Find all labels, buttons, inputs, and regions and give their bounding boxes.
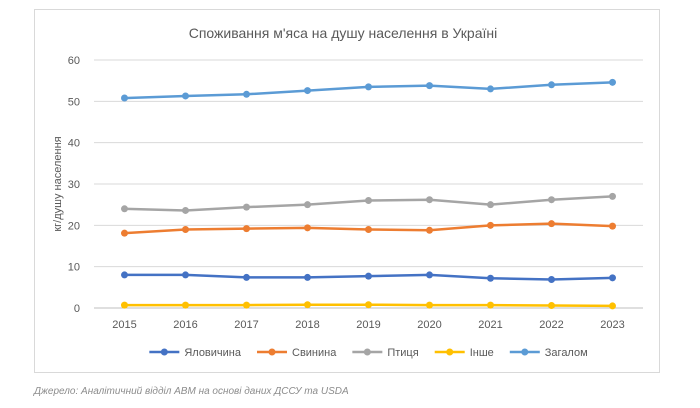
x-tick-label: 2023 — [600, 319, 624, 331]
y-tick-label: 60 — [68, 55, 80, 67]
data-point — [548, 220, 555, 228]
y-tick-label: 30 — [68, 179, 80, 191]
data-point — [182, 92, 189, 100]
legend-label: Загалом — [545, 347, 588, 359]
data-point — [243, 203, 250, 211]
data-point — [487, 274, 494, 282]
data-point — [548, 81, 555, 89]
x-tick-label: 2022 — [539, 319, 563, 331]
data-point — [243, 273, 250, 281]
data-point — [365, 301, 372, 309]
data-point — [182, 271, 189, 279]
legend-label: Інше — [470, 347, 494, 359]
legend-marker-dot — [363, 348, 371, 356]
x-tick-label: 2021 — [478, 319, 502, 331]
data-point — [304, 87, 311, 95]
data-point — [121, 301, 128, 309]
data-point — [426, 271, 433, 279]
data-point — [304, 201, 311, 209]
data-point — [426, 301, 433, 309]
data-point — [426, 196, 433, 204]
data-point — [121, 205, 128, 213]
data-point — [487, 201, 494, 209]
data-point — [121, 94, 128, 102]
y-tick-label: 10 — [68, 262, 80, 274]
data-point — [487, 221, 494, 229]
data-point — [365, 225, 372, 233]
data-point — [121, 229, 128, 237]
data-point — [426, 82, 433, 90]
source-note: Джерело: Аналітичний відділ АВМ на основ… — [34, 386, 349, 397]
data-point — [121, 271, 128, 279]
x-tick-label: 2015 — [112, 319, 136, 331]
legend-marker-dot — [446, 348, 454, 356]
data-point — [609, 302, 616, 310]
data-point — [487, 301, 494, 309]
data-point — [182, 301, 189, 309]
x-tick-label: 2019 — [356, 319, 380, 331]
x-tick-label: 2017 — [234, 319, 258, 331]
y-tick-label: 40 — [68, 138, 80, 150]
x-tick-label: 2020 — [417, 319, 441, 331]
y-tick-label: 20 — [68, 220, 80, 232]
data-point — [365, 83, 372, 91]
data-point — [182, 225, 189, 233]
chart-container — [34, 9, 660, 373]
chart-title: Споживання м'яса на душу населення в Укр… — [189, 25, 498, 41]
data-point — [243, 90, 250, 98]
y-axis-label: кг/душу населення — [52, 136, 64, 231]
legend-marker-dot — [521, 348, 529, 356]
data-point — [182, 206, 189, 214]
data-point — [609, 222, 616, 230]
data-point — [548, 275, 555, 283]
data-point — [304, 301, 311, 309]
data-point — [548, 196, 555, 204]
legend-label: Яловичина — [184, 347, 242, 359]
data-point — [487, 85, 494, 93]
data-point — [365, 272, 372, 280]
data-point — [304, 273, 311, 281]
data-point — [609, 274, 616, 282]
legend-label: Свинина — [292, 347, 337, 359]
data-point — [609, 192, 616, 200]
legend-marker-dot — [160, 348, 168, 356]
data-point — [304, 224, 311, 232]
data-point — [243, 301, 250, 309]
x-tick-label: 2018 — [295, 319, 319, 331]
legend-marker-dot — [268, 348, 276, 356]
x-tick-label: 2016 — [173, 319, 197, 331]
data-point — [426, 226, 433, 234]
data-point — [609, 78, 616, 86]
data-point — [365, 197, 372, 205]
data-point — [548, 302, 555, 310]
y-tick-label: 50 — [68, 96, 80, 108]
legend-label: Птиця — [387, 347, 418, 359]
data-point — [243, 225, 250, 233]
y-tick-label: 0 — [74, 303, 80, 315]
